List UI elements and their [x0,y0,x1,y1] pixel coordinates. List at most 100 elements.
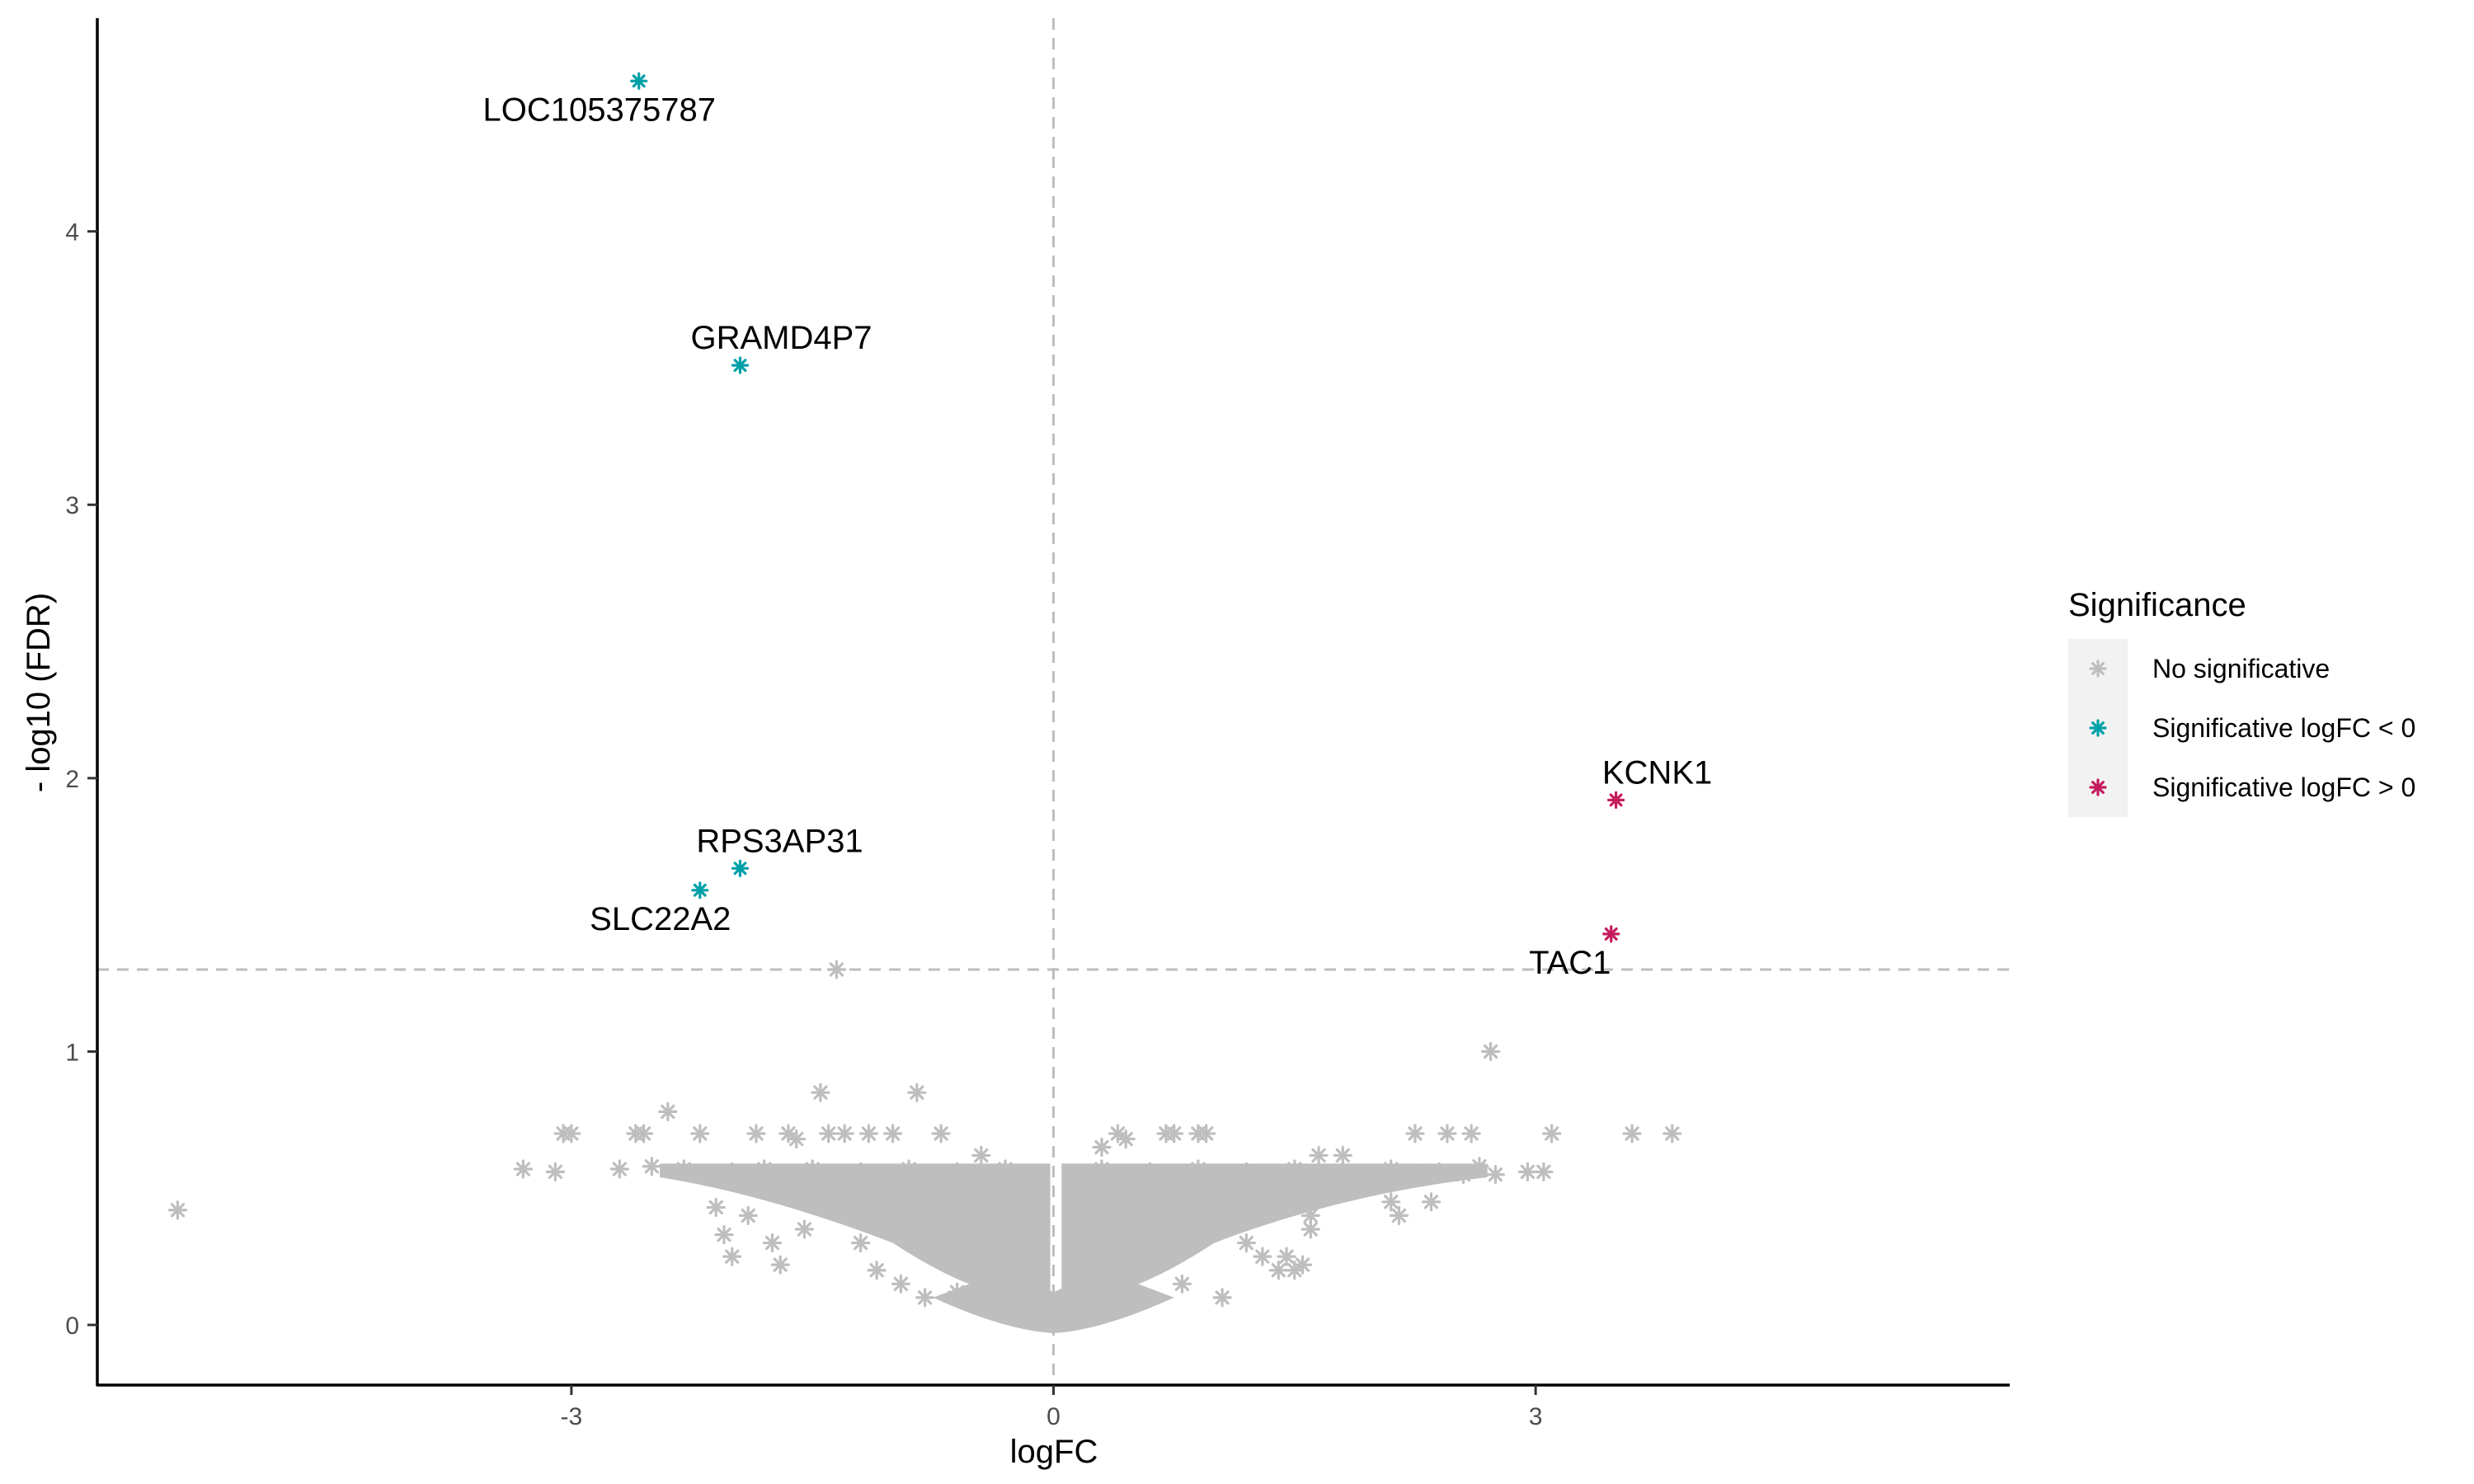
axes: -3 0 3 0 1 2 3 4 [65,18,2010,1430]
nonsignificant-point [883,1192,903,1212]
nonsignificant-point [1517,1162,1537,1181]
nonsignificant-point [1663,1124,1682,1144]
nonsignificant-point [947,1282,967,1302]
nonsignificant-point [1268,1261,1288,1280]
nonsignificant-point [899,1159,919,1179]
significant-point [731,356,750,374]
nonsignificant-point [762,1233,783,1253]
nonsignificant-point [1437,1124,1457,1144]
legend-key-icon [2089,719,2107,737]
nonsignificant-point [1116,1129,1136,1149]
nonsignificant-point [1043,1315,1064,1335]
nonsignificant-point [915,1233,935,1253]
nonsignificant-point [995,1159,1015,1179]
nonsignificant-point [858,1124,878,1144]
nonsignificant-point [1300,1219,1320,1239]
nonsignificant-point [755,1159,774,1179]
y-tick-label: 0 [65,1313,79,1340]
nonsignificant-point [738,1205,758,1226]
nonsignificant-point [1172,1274,1192,1294]
nonsignificant-point [545,1162,565,1181]
nonsignificant-point [891,1274,910,1294]
nonsignificant-point [746,1124,766,1144]
legend-key-icon [2089,778,2107,796]
nonsignificant-point [995,1247,1015,1266]
nonsignificant-point [1285,1261,1305,1280]
nonsignificant-point [1300,1205,1320,1226]
nonsignificant-point [1075,1274,1096,1294]
nonsignificant-point-cloud [660,1163,1488,1333]
nonsignificant-point [722,1162,742,1181]
x-axis-title: logFC [1010,1434,1098,1470]
nonsignificant-point [1197,1124,1216,1144]
legend-label: No significative [2152,654,2330,683]
y-tick-label: 3 [65,492,79,519]
x-tick-label: 0 [1047,1403,1061,1430]
nonsignificant-point [1405,1124,1425,1144]
significant-point [731,859,750,877]
nonsignificant-point [1188,1159,1208,1179]
nonsignificant-point [843,1205,863,1226]
nonsignificant-point [1092,1137,1112,1158]
nonsignificant-point [1480,1041,1501,1062]
nonsignificant-point [1124,1192,1144,1212]
y-axis-title: - log10 (FDR) [21,593,57,792]
nonsignificant-point [1212,1288,1232,1308]
nonsignificant-point [1429,1162,1449,1181]
nonsignificant-point [1132,1288,1152,1308]
reference-lines [97,18,2010,1385]
nonsignificant-point [851,1162,871,1181]
nonsignificant-point [851,1233,871,1253]
nonsignificant-point [1534,1162,1554,1181]
nonsignificant-point [802,1159,822,1179]
x-tick-label: 3 [1529,1403,1543,1430]
nonsignificant-point [706,1197,726,1218]
nonsignificant-point [1309,1145,1329,1166]
nonsignificant-point [609,1159,629,1179]
nonsignificant-point [1092,1238,1112,1258]
nonsignificant-point [1236,1162,1256,1181]
nonsignificant-point [1277,1247,1296,1266]
nonsignificant-point [1172,1219,1192,1239]
point-cloud-bottom [933,1270,1174,1333]
nonsignificant-point [1389,1205,1409,1226]
nonsignificant-point [1011,1274,1032,1294]
point-label: GRAMD4P7 [690,320,872,356]
point-cloud-left [660,1163,1051,1297]
nonsignificant-point [714,1225,734,1245]
legend-key-icon [2089,660,2107,678]
significant-point [1602,925,1620,943]
nonsignificant-point [907,1082,927,1102]
significant-point [630,72,648,90]
legend: Significance No significative Significati… [2068,587,2415,817]
legend-label: Significative logFC > 0 [2152,773,2415,802]
point-label: LOC105375787 [482,92,715,128]
nonsignificant-point [915,1288,935,1308]
nonsignificant-point [1461,1124,1481,1144]
nonsignificant-point [811,1082,830,1102]
nonsignificant-point [1051,1309,1071,1330]
nonsignificant-point [1164,1124,1184,1144]
nonsignificant-point [1028,1293,1047,1313]
nonsignificant-point [819,1124,839,1144]
point-cloud-right [1061,1163,1488,1297]
nonsignificant-point [642,1157,661,1176]
legend-label: Significative logFC < 0 [2152,713,2415,743]
data-points [167,72,1682,1335]
y-tick-label: 4 [65,219,79,247]
nonsignificant-point [867,1261,887,1280]
point-labels: LOC105375787 GRAMD4P7 RPS3AP31 SLC22A2 KCNK1… [482,92,1712,981]
nonsignificant-point [658,1101,678,1122]
nonsignificant-point [1092,1159,1112,1179]
nonsignificant-point [1140,1162,1160,1181]
nonsignificant-point [1485,1165,1506,1185]
nonsignificant-point [674,1159,694,1179]
nonsignificant-point [513,1159,534,1179]
nonsignificant-point [835,1124,854,1144]
y-tick-label: 1 [65,1039,79,1066]
nonsignificant-point [1381,1192,1401,1212]
nonsignificant-point [770,1255,790,1275]
nonsignificant-point [167,1200,188,1220]
nonsignificant-point [1381,1159,1401,1179]
nonsignificant-point [1453,1165,1474,1185]
